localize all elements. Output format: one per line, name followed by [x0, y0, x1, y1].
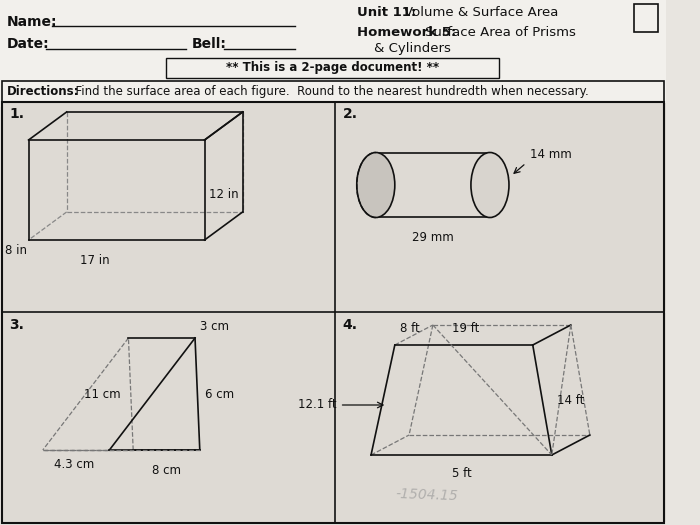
Ellipse shape: [471, 152, 509, 217]
Ellipse shape: [357, 152, 395, 217]
Text: 8 ft: 8 ft: [400, 322, 419, 335]
FancyBboxPatch shape: [0, 0, 666, 107]
Text: ** This is a 2-page document! **: ** This is a 2-page document! **: [226, 61, 440, 75]
Text: 1.: 1.: [10, 107, 25, 121]
Text: Name:: Name:: [7, 15, 57, 29]
Text: 29 mm: 29 mm: [412, 231, 454, 244]
Text: 3 cm: 3 cm: [199, 320, 229, 333]
FancyBboxPatch shape: [2, 81, 664, 102]
Text: Find the surface area of each figure.  Round to the nearest hundredth when neces: Find the surface area of each figure. Ro…: [69, 85, 589, 98]
Text: 17 in: 17 in: [80, 254, 110, 267]
Text: 19 ft: 19 ft: [452, 322, 480, 335]
Text: -1504.15: -1504.15: [395, 487, 458, 503]
Text: & Cylinders: & Cylinders: [374, 42, 451, 55]
Text: 4.: 4.: [342, 318, 358, 332]
Text: 6 cm: 6 cm: [204, 387, 234, 401]
FancyBboxPatch shape: [336, 103, 666, 311]
Text: Unit 11:: Unit 11:: [357, 6, 416, 19]
Text: 2.: 2.: [342, 107, 358, 121]
Text: 12 in: 12 in: [209, 188, 239, 202]
Text: 14 mm: 14 mm: [530, 148, 572, 161]
Text: Volume & Surface Area: Volume & Surface Area: [405, 6, 559, 19]
FancyBboxPatch shape: [336, 313, 666, 522]
FancyBboxPatch shape: [3, 103, 334, 311]
Text: 8 cm: 8 cm: [152, 464, 181, 477]
Text: 14 ft: 14 ft: [556, 394, 584, 406]
Text: Surface Area of Prisms: Surface Area of Prisms: [426, 26, 576, 39]
Text: 4.3 cm: 4.3 cm: [54, 458, 94, 471]
Text: 12.1 ft: 12.1 ft: [298, 398, 337, 412]
Text: Date:: Date:: [7, 37, 49, 51]
Text: Bell:: Bell:: [193, 37, 227, 51]
Text: Homework 5:: Homework 5:: [357, 26, 456, 39]
Text: 3.: 3.: [10, 318, 25, 332]
Text: 5 ft: 5 ft: [452, 467, 471, 480]
Text: 11 cm: 11 cm: [84, 387, 121, 401]
FancyBboxPatch shape: [3, 313, 334, 522]
Text: 8 in: 8 in: [5, 244, 27, 257]
Text: Directions:: Directions:: [7, 85, 79, 98]
